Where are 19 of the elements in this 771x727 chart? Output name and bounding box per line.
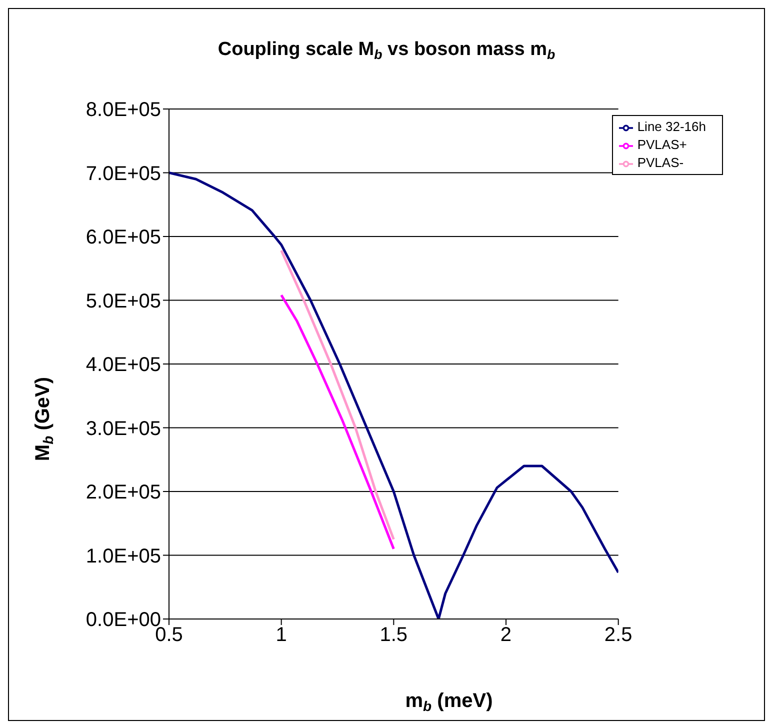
chart-title: Coupling scale M$_{b}$ vs boson mass m$_{b}$ — [218, 39, 556, 62]
legend-label: PVLAS+ — [637, 137, 687, 152]
y-tick-label: 8.0E+05 — [86, 99, 161, 122]
y-tick-label: 4.0E+05 — [86, 354, 161, 376]
y-tick-label: 1.0E+05 — [86, 545, 161, 568]
legend-label: Line 32-16h — [637, 119, 706, 134]
line-series — [280, 294, 395, 550]
y-tick-label: 3.0E+05 — [86, 418, 161, 440]
y-tick-label: 6.0E+05 — [86, 226, 161, 249]
y-tick-label: 7.0E+05 — [86, 162, 161, 185]
x-tick-label: 1 — [276, 624, 287, 646]
x-tick-label: 2.5 — [604, 624, 632, 646]
x-tick-label: 2 — [500, 624, 512, 646]
y-tick-label: 2.0E+05 — [86, 482, 161, 504]
x-tick-label: 1.5 — [380, 624, 408, 646]
y-tick-label: 5.0E+05 — [86, 290, 161, 312]
x-axis-title: m$_{b}$ (meV) — [405, 690, 493, 714]
legend-label: PVLAS- — [637, 155, 684, 170]
line-series — [280, 249, 395, 541]
